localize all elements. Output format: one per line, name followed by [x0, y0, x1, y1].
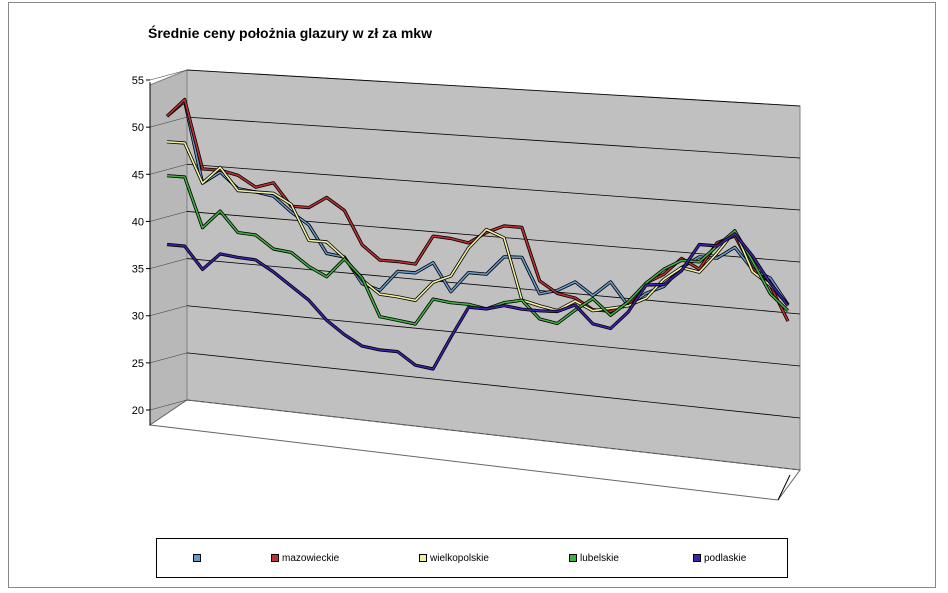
side-gridline: [149, 116, 188, 128]
side-gridline: [149, 69, 188, 81]
legend-item-lubelskie: lubelskie: [569, 551, 619, 565]
y-tick-label: 30: [132, 311, 144, 323]
legend: mazowieckie wielkopolskie lubelskie podl…: [156, 538, 788, 578]
floor-corner-tick: [777, 474, 791, 501]
legend-item-series-1: [193, 551, 204, 565]
legend-label: mazowieckie: [282, 552, 340, 564]
legend-label: lubelskie: [580, 552, 619, 564]
legend-item-wielkopolskie: wielkopolskie: [419, 551, 489, 565]
y-tick-label: 50: [132, 122, 144, 134]
y-tick-label: 55: [132, 75, 144, 87]
legend-swatch: [193, 554, 201, 562]
gridline: [186, 211, 801, 263]
series-line-podlaskie: [166, 233, 789, 370]
y-tick-label: 45: [132, 169, 144, 181]
legend-swatch: [271, 554, 279, 562]
legend-label: wielkopolskie: [430, 552, 489, 564]
gridline: [186, 116, 801, 159]
chart-title: Średnie ceny położnia glazury w zł za mk…: [148, 25, 432, 41]
side-gridline: [149, 352, 188, 364]
legend-swatch: [693, 554, 701, 562]
side-gridline: [149, 164, 188, 175]
legend-swatch: [419, 554, 427, 562]
side-wall: [149, 69, 188, 426]
y-tick-label: 35: [132, 264, 144, 276]
gridline: [186, 258, 801, 315]
gridline: [186, 305, 801, 367]
legend-item-podlaskie: podlaskie: [693, 551, 746, 565]
side-gridline: [149, 305, 188, 316]
y-tick-label: 40: [132, 216, 144, 228]
side-gridline: [149, 258, 188, 269]
side-gridline: [149, 399, 188, 411]
y-tick-label: 20: [132, 405, 144, 417]
legend-swatch: [569, 554, 577, 562]
legend-label: podlaskie: [704, 552, 747, 564]
gridline: [186, 69, 801, 107]
floor-dashed-edge: [186, 399, 801, 471]
gridline: [186, 352, 801, 419]
gridline: [186, 163, 801, 211]
side-gridline: [149, 211, 188, 222]
y-tick-label: 25: [132, 358, 144, 370]
legend-item-mazowieckie: mazowieckie: [271, 551, 339, 565]
chart-frame: [8, 2, 936, 588]
